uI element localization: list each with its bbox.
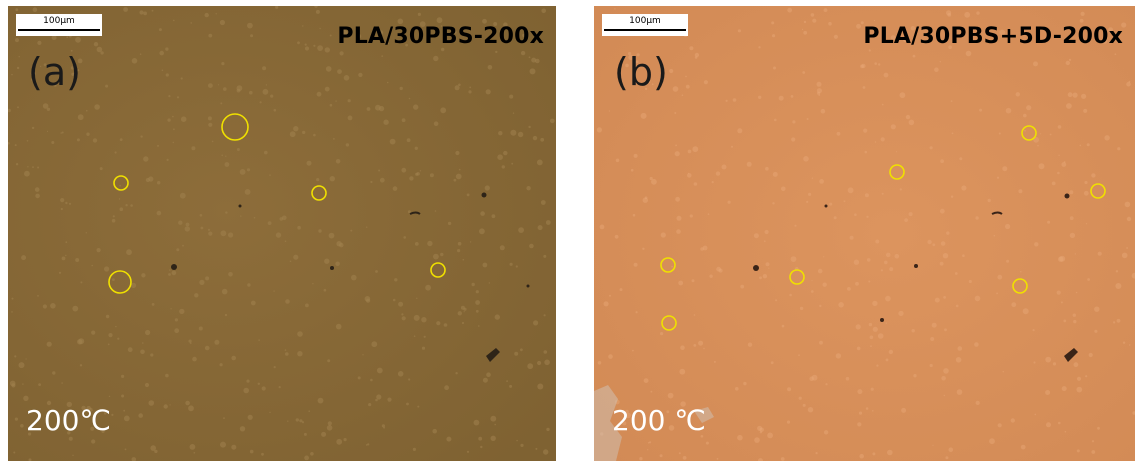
highlight-circle xyxy=(221,113,249,141)
temperature-label: 200℃ xyxy=(26,404,111,437)
scale-bar: 100μm xyxy=(602,14,688,36)
highlight-circles-a xyxy=(108,113,446,294)
panel-letter: (a) xyxy=(28,50,81,94)
micrograph-image-b xyxy=(594,6,1135,461)
highlight-circle xyxy=(113,175,129,191)
scale-bar: 100μm xyxy=(16,14,102,36)
highlight-circle xyxy=(1021,125,1037,141)
highlight-circle xyxy=(889,164,905,180)
highlight-circle xyxy=(1090,183,1106,199)
scale-bar-label: 100μm xyxy=(43,16,75,26)
temperature-label: 200 ℃ xyxy=(612,404,706,437)
highlight-circle xyxy=(108,270,132,294)
micrograph-panel-a: 100μm PLA/30PBS-200x (a) 200℃ xyxy=(8,6,556,461)
highlight-circle xyxy=(1012,278,1028,294)
micrograph-image-a xyxy=(8,6,556,461)
highlight-circle xyxy=(430,262,446,278)
scale-bar-label: 100μm xyxy=(629,16,661,26)
scale-bar-line xyxy=(604,29,686,31)
highlight-circle xyxy=(311,185,327,201)
highlight-circle xyxy=(789,269,805,285)
highlight-circle xyxy=(661,315,677,331)
sample-label: PLA/30PBS-200x xyxy=(337,24,544,49)
highlight-circle xyxy=(660,257,676,273)
highlight-circles-b xyxy=(660,125,1106,331)
sample-label: PLA/30PBS+5D-200x xyxy=(863,24,1123,49)
scale-bar-line xyxy=(18,29,100,31)
panel-letter: (b) xyxy=(614,50,668,94)
micrograph-panel-b: 100μm PLA/30PBS+5D-200x (b) 200 ℃ xyxy=(594,6,1135,461)
